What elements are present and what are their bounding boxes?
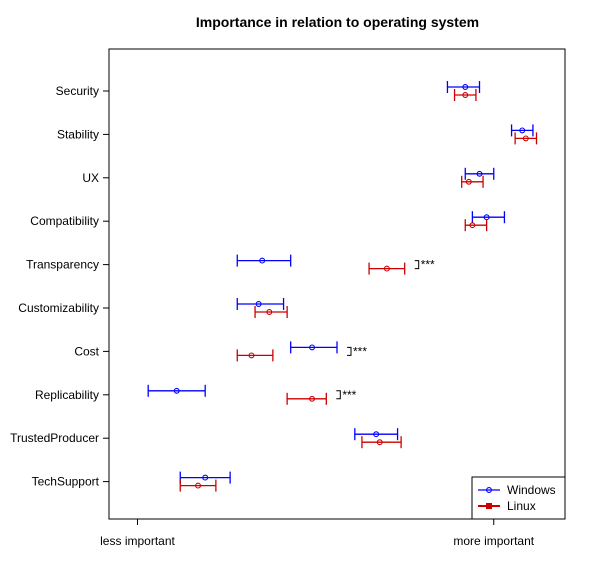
data-point (255, 301, 262, 307)
data-point (476, 170, 483, 177)
data-point (202, 474, 209, 481)
x-tick-label: less important (100, 534, 175, 548)
y-tick-label: Compatibility (30, 214, 99, 228)
y-tick-label: Stability (57, 127, 99, 141)
y-tick-label: Security (56, 84, 99, 98)
data-point (522, 135, 529, 142)
significance-label: *** (421, 258, 435, 272)
data-point (462, 84, 469, 90)
x-tick-label: more important (453, 534, 534, 548)
plot-frame (108, 48, 566, 520)
legend-box (471, 476, 566, 520)
legend-marker (486, 503, 492, 509)
y-tick-label: Replicability (35, 388, 99, 402)
significance-bracket (347, 346, 352, 356)
data-point (248, 352, 255, 359)
data-point (195, 482, 202, 489)
data-point (373, 431, 380, 438)
data-point (465, 178, 472, 185)
y-tick-label: Transparency (26, 258, 99, 272)
data-point (266, 309, 273, 315)
data-point (462, 92, 469, 98)
data-point (309, 395, 316, 402)
significance-bracket (414, 260, 420, 270)
data-point (376, 439, 383, 446)
data-point (259, 257, 266, 264)
y-tick-label: UX (82, 171, 99, 185)
data-point (173, 387, 180, 394)
y-tick-label: Customizability (18, 301, 99, 315)
legend-marker (486, 487, 492, 493)
chart-title: Importance in relation to operating syst… (195, 14, 480, 30)
significance-label: *** (342, 388, 356, 402)
significance-bracket (336, 390, 341, 400)
data-point (309, 344, 316, 351)
legend-label: Linux (507, 499, 536, 513)
y-tick-label: TrustedProducer (10, 431, 99, 445)
data-point (383, 265, 390, 272)
y-tick-label: TechSupport (32, 475, 100, 489)
data-point (469, 222, 476, 229)
significance-label: *** (353, 344, 367, 358)
data-point (519, 127, 526, 134)
y-tick-label: Cost (74, 344, 99, 358)
legend-label: Windows (507, 483, 556, 497)
